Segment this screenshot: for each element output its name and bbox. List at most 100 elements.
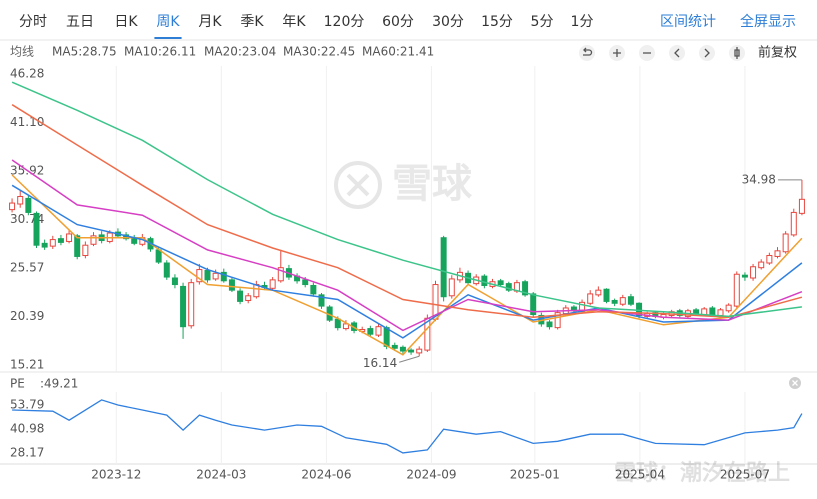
candle-body [416,348,423,354]
candle-body [171,277,178,286]
x-tick-label: 2024-06 [301,468,351,482]
candle-body [375,326,382,336]
candle-body [245,295,252,301]
candle-body [277,267,284,282]
candle-body [709,307,716,316]
watermark-logo [334,161,382,209]
watermark-circle [334,161,382,209]
ma-line [11,81,802,318]
pe-y-tick-label: 53.79 [10,398,44,412]
candle-body [163,262,170,278]
candle-body [758,261,765,269]
candle-body [17,196,24,205]
candle-body [741,274,748,278]
candle-body [9,202,16,211]
tab[interactable]: 15分 [481,14,513,30]
candle-body [220,271,227,282]
action-fullscreen[interactable]: 全屏显示 [740,13,796,30]
candle-body [212,272,219,280]
icon-zoom-in-glyph [613,49,621,57]
low-leader [399,355,420,363]
watermark-brand: 雪球 [392,161,473,207]
candle-body [522,281,529,296]
candle-body [774,250,781,257]
candle-body [587,293,594,304]
candle-body [595,289,602,296]
candle-body [302,279,309,286]
candle-body [196,269,203,283]
x-tick-label: 2025-07 [720,468,770,482]
candle-body [733,273,740,307]
tab[interactable]: 1分 [571,14,594,30]
candle-body [782,233,789,253]
pe-current: :49.21 [40,377,78,391]
legend-entry: MA30:22.45 [283,45,355,59]
icon-reset[interactable] [579,45,595,61]
icon-next-glyph [704,48,710,58]
candle-body [750,266,757,279]
x-tick-label: 2023-12 [91,468,141,482]
x-tick-label: 2025-01 [510,468,560,482]
y-tick-label: 15.21 [10,358,44,372]
ma-line [11,104,803,319]
candle-body [798,198,805,214]
candle-body [66,233,73,242]
candle-body [33,212,40,246]
legend-entry: MA20:23.04 [204,45,276,59]
candle-body [725,304,732,312]
pe-title: PE [10,377,25,391]
candle-body [554,312,561,329]
candle-body [440,237,447,298]
tab[interactable]: 分时 [19,14,47,30]
candle-body [636,302,643,316]
icon-prev[interactable] [669,45,685,61]
candle-body [155,249,162,263]
pe-line [12,399,803,454]
watermark-footer: 雪球：潮汐在路上 [614,460,790,486]
y-tick-label: 46.28 [10,67,44,81]
tab[interactable]: 120分 [324,14,365,30]
tab[interactable]: 季K [240,14,264,30]
candle-body [383,327,390,347]
adjust-mode[interactable]: 前复权 [758,45,797,61]
candle-body [237,290,244,302]
candle-body [49,239,56,247]
x-tick-label: 2024-09 [406,468,456,482]
y-tick-label: 25.57 [10,260,44,274]
tab[interactable]: 60分 [382,14,414,30]
tab[interactable]: 月K [198,14,222,30]
tab[interactable]: 周K [156,14,180,30]
candle-body [25,197,32,213]
pe-y-tick-label: 40.98 [10,422,44,436]
candle-body [82,244,89,257]
candle-body [310,284,317,295]
tab[interactable]: 五日 [66,14,94,30]
tab[interactable]: 日K [114,14,138,30]
low-label: 16.14 [363,356,397,370]
legend-entry: MA5:28.75 [52,45,117,59]
candle-body [546,321,553,328]
candle-body [530,293,537,316]
icon-next[interactable] [699,45,715,61]
candle-body [90,235,97,245]
tab[interactable]: 30分 [432,14,464,30]
ma-line [11,184,803,339]
candle-body [57,238,64,243]
candle-body [448,278,455,297]
candle-body [180,285,187,328]
ma-title: 均线 [10,45,34,59]
tab[interactable]: 5分 [531,14,554,30]
candle-body [334,318,341,329]
action-range-stats[interactable]: 区间统计 [660,14,716,30]
tab[interactable]: 年K [282,14,306,30]
candle-body [603,288,610,302]
candle-body [627,296,634,305]
candle-body [717,309,724,316]
icon-prev-glyph [674,48,680,58]
candle-body [790,211,797,236]
tool-icons [579,45,745,61]
candle-body [318,294,325,307]
candle-body [41,242,48,248]
candle-body [269,279,276,289]
